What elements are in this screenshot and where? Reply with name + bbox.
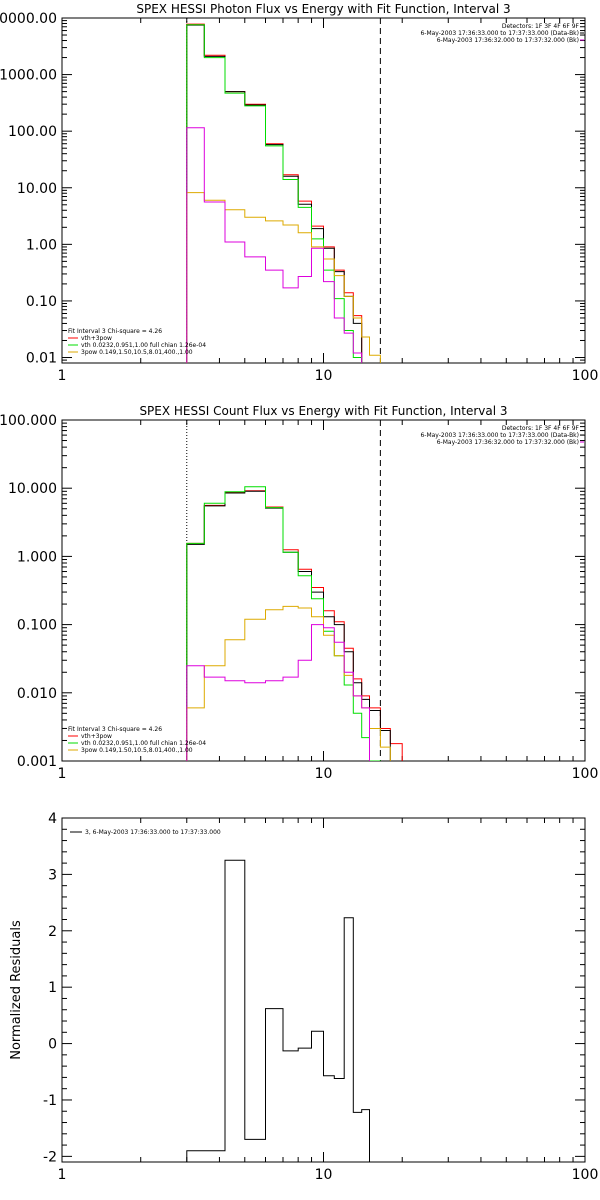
y-tick-label: 4 [48,811,57,827]
y-axis-label: Normalized Residuals [9,920,24,1060]
y-tick-label: -1 [43,1093,57,1109]
x-tick-label: 100 [572,766,599,782]
y-tick-label: 0.01 [26,351,57,367]
x-tick-label: 1 [58,368,67,384]
fit-legend-line: Fit Interval 3 Chi-square = 4.26 [68,726,162,733]
fit-legend-line: vth+3pow [81,335,112,342]
y-tick-label: 0.001 [17,754,57,770]
legend-header-line: Detectors: 1F 3F 4F 6F 9F [502,23,580,30]
axes-frame [61,817,586,1163]
legend-header-line: 6-May-2003 17:36:33.000 to 17:37:33.000 … [420,432,579,439]
series-2-histogram [186,24,363,363]
series-group [186,859,381,1162]
x-tick-label: 1 [58,1167,67,1183]
y-tick-label: 1 [48,980,57,996]
x-tick-label: 10 [315,368,333,384]
y-tick-label: 10.00 [17,181,57,197]
y-tick-label: 100.00 [8,124,57,140]
x-tick-label: 1 [58,766,67,782]
y-tick-label: 3 [48,867,57,883]
legend-header-line: Detectors: 1F 3F 4F 6F 9F [502,425,580,432]
legend-header-line: 6-May-2003 17:36:33.000 to 17:37:33.000 … [420,30,579,37]
y-tick-label: 100.000 [0,413,57,429]
x-tick-label: 10 [315,1167,333,1183]
chart-title: SPEX HESSI Photon Flux vs Energy with Fi… [136,2,510,16]
series-3-histogram [186,486,381,761]
y-tick-label: 0.010 [17,686,57,702]
series-5-histogram [186,624,370,761]
chart-panel-2: SPEX HESSI Count Flux vs Energy with Fit… [0,404,598,782]
series-2-histogram [186,490,391,761]
y-tick-label: 1000.00 [0,68,57,84]
series-1-histogram [186,23,363,363]
series-group [186,486,403,761]
series-group [186,23,381,363]
y-tick-label: 0 [48,1037,57,1053]
series-1-histogram [186,859,381,1162]
y-tick-label: -2 [43,1149,57,1165]
x-tick-label: 100 [572,1167,599,1183]
chart-panel-1: SPEX HESSI Photon Flux vs Energy with Fi… [0,2,598,384]
series-3-histogram [186,24,363,363]
y-tick-label: 2 [48,924,57,940]
fit-legend-line: vth 0.0232,0.951,1.00 full chian 1.26e-0… [81,740,206,747]
x-tick-label: 100 [572,368,599,384]
fit-legend-line: 3pow 0.149,1.50,10.5,8.01,400.,1.00 [81,747,193,754]
legend-header-line: 6-May-2003 17:36:32.000 to 17:37:32.000 … [437,37,579,44]
chart-title: SPEX HESSI Count Flux vs Energy with Fit… [139,404,507,418]
y-tick-label: 1.00 [26,237,57,253]
series-4-histogram [186,192,381,363]
fit-legend-line: vth+3pow [81,733,112,740]
legend-header-line: 6-May-2003 17:36:32.000 to 17:37:32.000 … [437,439,579,446]
y-tick-label: 0.100 [17,618,57,634]
y-tick-label: 0.10 [26,294,57,310]
y-tick-label: 1.000 [17,549,57,565]
fit-legend-line: 3pow 0.149,1.50,10.5,8.01,400.,1.00 [81,349,193,356]
fit-legend-line: Fit Interval 3 Chi-square = 4.26 [68,328,162,335]
series-5-histogram [186,127,363,363]
x-tick-label: 10 [315,766,333,782]
residual-legend-label: 3, 6-May-2003 17:36:33.000 to 17:37:33.0… [85,829,221,836]
fit-legend-line: vth 0.0232,0.951,1.00 full chian 1.26e-0… [81,342,206,349]
y-tick-label: 10.000 [8,481,57,497]
axes-frame [61,17,586,364]
